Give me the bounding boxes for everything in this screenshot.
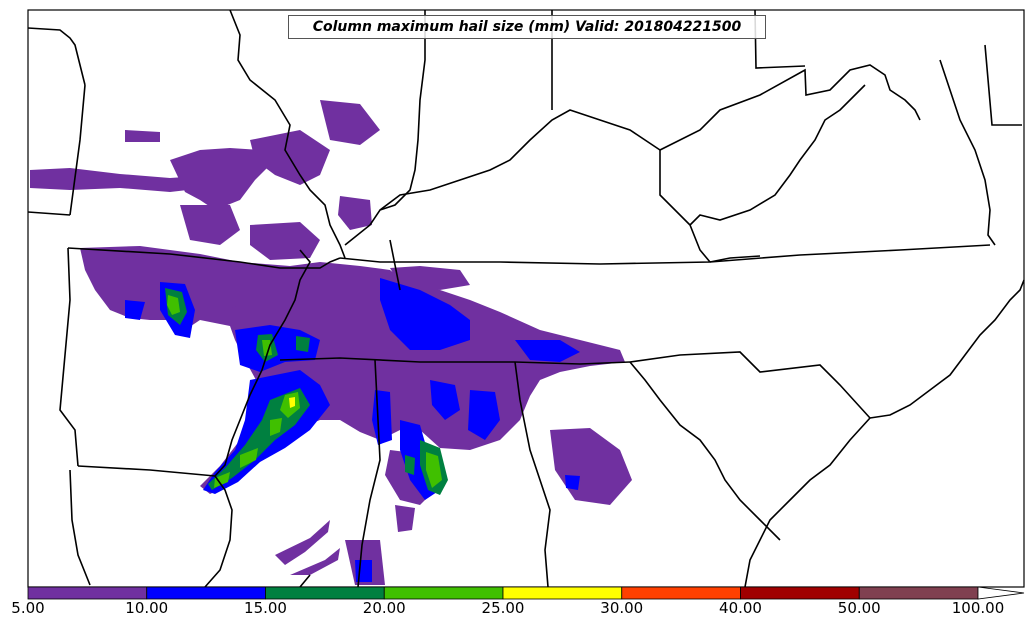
colorbar-tick-label: 40.00 bbox=[719, 599, 762, 617]
colorbar-bin-10-15 bbox=[146, 586, 266, 600]
map-title-box: Column maximum hail size (mm) Valid: 201… bbox=[288, 15, 766, 39]
colorbar-tick-label: 25.00 bbox=[481, 599, 525, 617]
state-boundaries bbox=[27, 9, 1025, 588]
colorbar-bin-5-10 bbox=[27, 586, 148, 600]
colorbar-tick-label: 20.00 bbox=[362, 599, 406, 617]
colorbar-tick-label: 5.00 bbox=[11, 599, 45, 617]
colorbar-tick-label: 100.00 bbox=[951, 599, 1005, 617]
map-title: Column maximum hail size (mm) Valid: 201… bbox=[312, 19, 742, 35]
colorbar-bin-40-50 bbox=[740, 586, 860, 600]
colorbar-tick-label: 30.00 bbox=[600, 599, 644, 617]
colorbar-tick-label: 10.00 bbox=[125, 599, 169, 617]
colorbar-extend-arrow bbox=[977, 586, 1025, 600]
colorbar-bin-30-40 bbox=[621, 586, 741, 600]
colorbar-bin-15-20 bbox=[265, 586, 385, 600]
colorbar-bin-25-30 bbox=[502, 586, 623, 600]
colorbar-bin-20-25 bbox=[383, 586, 504, 600]
colorbar-tick-label: 50.00 bbox=[837, 599, 881, 617]
colorbar bbox=[27, 586, 1025, 600]
hail-field-25-30 bbox=[289, 397, 295, 408]
colorbar-bin-50-100 bbox=[858, 586, 979, 600]
colorbar-tick-label: 15.00 bbox=[244, 599, 287, 617]
